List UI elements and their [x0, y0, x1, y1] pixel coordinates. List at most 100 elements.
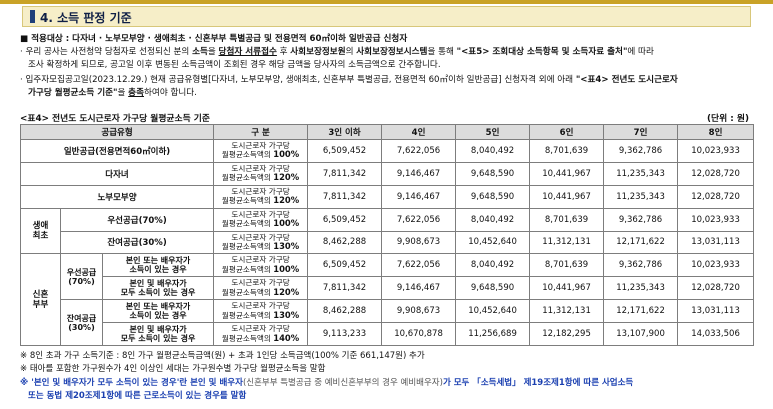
table-unit: (단위 : 원): [707, 114, 749, 124]
note-dual-income-b: (신혼부부 특별공급 중 예비신혼부부의 경우 예비배우자): [242, 378, 443, 388]
bullet1-text: 을 통해: [427, 47, 457, 57]
note-dual-income-a: ※ '본인 및 배우자가 모두 소득이 있는 경우'란 본인 및 배우자: [20, 378, 243, 388]
std-percent: 120%: [273, 195, 300, 206]
row-label: 본인 및 배우자가 모두 소득이 있는 경우: [101, 322, 215, 346]
square-bullet-icon: ■: [20, 34, 29, 44]
income-value-cell: 9,146,467: [381, 276, 457, 301]
std-prefix-1: 도시근로자 가구당: [231, 186, 290, 196]
income-standard-cell: 도시근로자 가구당 월평균소득액의 120%: [213, 276, 309, 301]
bullet1-line1: · 우리 공사는 사전청약 당첨자로 선정되신 분의 소득을 당첨자 서류접수 …: [20, 46, 654, 59]
income-value-cell: 11,235,343: [603, 276, 679, 301]
income-standard-cell: 도시근로자 가구당 월평균소득액의 130%: [213, 230, 309, 255]
row-label: 본인 또는 배우자가 소득이 있는 경우: [101, 253, 215, 278]
bullet2-text: 을: [117, 88, 129, 98]
note-dual-income: ※ '본인 및 배우자가 모두 소득이 있는 경우'란 본인 및 배우자(신혼부…: [20, 377, 633, 389]
bullet1-system: 사회보장정보시스템: [356, 47, 428, 57]
std-prefix-2: 월평균소득액의: [221, 196, 271, 206]
section-accent-bar: [30, 10, 35, 23]
header-5p: 5인: [455, 124, 531, 140]
bullet1-text: 에 따라: [627, 47, 654, 57]
income-value-cell: 8,701,639: [529, 139, 605, 163]
income-value-cell: 9,362,786: [603, 139, 679, 163]
header-8p: 8인: [677, 124, 755, 140]
bullet2-table4-ref: "<표4> 전년도 도시근로자: [575, 75, 678, 85]
income-value-cell: 11,312,131: [529, 299, 605, 323]
income-value-cell: 9,908,673: [381, 299, 457, 323]
std-prefix-2: 월평균소득액의: [221, 241, 271, 251]
bullet1-text: 후: [276, 47, 291, 57]
income-standard-cell: 도시근로자 가구당 월평균소득액의 140%: [213, 322, 309, 346]
income-value-cell: 10,441,967: [529, 276, 605, 301]
std-prefix-1: 도시근로자 가구당: [231, 209, 290, 219]
std-prefix-1: 도시근로자 가구당: [231, 232, 290, 242]
income-value-cell: 12,028,720: [677, 184, 755, 209]
income-value-cell: 13,107,900: [603, 322, 679, 346]
std-prefix-2: 월평균소득액의: [221, 219, 271, 229]
income-value-cell: 6,509,452: [307, 139, 383, 163]
table-row: 본인 및 배우자가 모두 소득이 있는 경우 도시근로자 가구당 월평균소득액의 …: [21, 276, 755, 301]
header-supply-type: 공급유형: [19, 124, 215, 140]
income-value-cell: 7,622,056: [381, 139, 457, 163]
income-standard-cell: 도시근로자 가구당 월평균소득액의 100%: [213, 253, 309, 278]
group-firsttime: 생애 최초: [20, 207, 61, 255]
income-value-cell: 11,256,689: [455, 322, 531, 346]
bullet1-table5-ref: "<표5> 조회대상 소득항목 및 소득자료 출처": [456, 47, 628, 57]
income-value-cell: 8,040,492: [455, 253, 531, 278]
income-standard-table: 공급유형 구 분 3인 이하 4인 5인 6인 7인 8인 일반공급(전용면적6…: [19, 124, 755, 346]
income-value-cell: 9,146,467: [381, 184, 457, 209]
income-value-cell: 9,113,233: [307, 322, 383, 346]
income-value-cell: 7,811,342: [307, 184, 383, 209]
header-4p: 4인: [381, 124, 457, 140]
income-value-cell: 13,031,113: [677, 299, 755, 323]
section-title: 4. 소득 판정 기준: [40, 11, 132, 25]
income-value-cell: 12,028,720: [677, 161, 755, 186]
table-row: 신혼 부부 우선공급 (70%) 본인 또는 배우자가 소득이 있는 경우 도시…: [20, 253, 755, 346]
std-prefix-2: 월평균소득액의: [221, 333, 271, 343]
income-value-cell: 11,235,343: [603, 161, 679, 186]
income-value-cell: 10,023,933: [677, 207, 755, 232]
income-value-cell: 7,811,342: [307, 276, 383, 301]
row-label: 일반공급(전용면적60㎡이하): [19, 139, 215, 163]
std-percent: 130%: [273, 240, 300, 251]
income-value-cell: 9,648,590: [455, 184, 531, 209]
header-category: 구 분: [213, 124, 309, 140]
std-prefix-1: 도시근로자 가구당: [231, 324, 290, 334]
income-value-cell: 11,235,343: [603, 184, 679, 209]
bullet2-text: 하여야 합니다.: [144, 88, 197, 98]
std-prefix-1: 도시근로자 가구당: [231, 301, 290, 311]
row-label: 노부모부양: [19, 184, 215, 209]
income-value-cell: 9,146,467: [381, 161, 457, 186]
income-standard-cell: 도시근로자 가구당 월평균소득액의 120%: [213, 161, 309, 186]
income-value-cell: 6,509,452: [307, 253, 383, 278]
table-row: 노부모부양 도시근로자 가구당 월평균소득액의 120% 7,811,342 9,14…: [19, 184, 755, 209]
std-percent: 120%: [273, 286, 300, 297]
table-row: 일반공급(전용면적60㎡이하) 도시근로자 가구당 월평균소득액의 100% 6,5…: [19, 139, 755, 163]
note-fetus: ※ 태아를 포함한 가구원수가 4인 이상인 세대는 가구원수별 가구당 월평균…: [20, 364, 326, 374]
std-percent: 100%: [273, 218, 300, 229]
income-value-cell: 8,701,639: [529, 207, 605, 232]
table-header-row: 공급유형 구 분 3인 이하 4인 5인 6인 7인 8인: [19, 124, 755, 140]
std-percent: 140%: [273, 332, 300, 343]
income-value-cell: 9,648,590: [455, 276, 531, 301]
income-value-cell: 10,452,640: [455, 230, 531, 255]
income-value-cell: 8,040,492: [455, 207, 531, 232]
std-prefix-2: 월평균소득액의: [221, 173, 271, 183]
group-newlywed: 신혼 부부: [20, 253, 61, 346]
bullet1-text: · 우리 공사는 사전청약 당첨자로 선정되신 분의: [20, 47, 193, 57]
std-prefix-2: 월평균소득액의: [221, 264, 271, 274]
table-row: 다자녀 도시근로자 가구당 월평균소득액의 120% 7,811,342 9,146,…: [19, 161, 755, 186]
target-line: ■ 적용대상 : 다자녀 · 노부모부양 · 생애최초 · 신혼부부 특별공급 …: [20, 33, 407, 46]
target-text: 적용대상 : 다자녀 · 노부모부양 · 생애최초 · 신혼부부 특별공급 및 …: [31, 34, 408, 44]
income-value-cell: 9,648,590: [455, 161, 531, 186]
bullet2-satisfy: 충족: [128, 88, 144, 98]
table-row: 잔여공급 (30%) 본인 또는 배우자가 소득이 있는 경우 도시근로자 가구…: [21, 299, 755, 346]
std-prefix-2: 월평균소득액의: [221, 310, 271, 320]
table-row: 본인 및 배우자가 모두 소득이 있는 경우 도시근로자 가구당 월평균소득액의 …: [21, 322, 755, 346]
income-value-cell: 6,509,452: [307, 207, 383, 232]
row-label: 본인 및 배우자가 모두 소득이 있는 경우: [101, 276, 215, 301]
bullet1-text: 을: [207, 47, 219, 57]
std-percent: 130%: [273, 309, 300, 320]
std-prefix-1: 도시근로자 가구당: [231, 278, 290, 288]
income-value-cell: 7,811,342: [307, 161, 383, 186]
income-standard-cell: 도시근로자 가구당 월평균소득액의 130%: [213, 299, 309, 323]
